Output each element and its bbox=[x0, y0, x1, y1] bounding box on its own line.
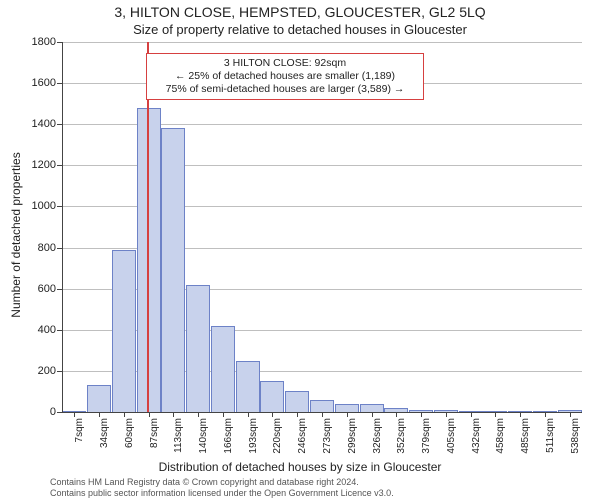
histogram-bar bbox=[260, 381, 284, 412]
annotation-line: 3 HILTON CLOSE: 92sqm bbox=[153, 57, 417, 70]
x-tick-label: 458sqm bbox=[495, 418, 506, 454]
x-tick-label: 405sqm bbox=[446, 418, 457, 454]
y-tick-label: 1200 bbox=[32, 159, 56, 171]
x-tick-label: 352sqm bbox=[396, 418, 407, 454]
y-tick-label: 200 bbox=[38, 365, 56, 377]
attribution-line: Contains HM Land Registry data © Crown c… bbox=[50, 477, 590, 487]
x-tick-label: 246sqm bbox=[297, 418, 308, 454]
annotation-line: ← 25% of detached houses are smaller (1,… bbox=[153, 70, 417, 83]
x-tick-label: 140sqm bbox=[198, 418, 209, 454]
annotation-line: 75% of semi-detached houses are larger (… bbox=[153, 83, 417, 96]
x-tick-label: 326sqm bbox=[372, 418, 383, 454]
y-tick-label: 800 bbox=[38, 242, 56, 254]
y-tick-label: 1000 bbox=[32, 200, 56, 212]
x-tick-label: 432sqm bbox=[471, 418, 482, 454]
y-tick-label: 1400 bbox=[32, 118, 56, 130]
x-tick-label: 299sqm bbox=[347, 418, 358, 454]
x-axis bbox=[62, 412, 582, 413]
x-tick-label: 34sqm bbox=[99, 418, 110, 448]
gridline bbox=[62, 42, 582, 43]
annotation-box: 3 HILTON CLOSE: 92sqm← 25% of detached h… bbox=[146, 53, 424, 100]
histogram-bar bbox=[161, 128, 185, 412]
chart-subtitle: Size of property relative to detached ho… bbox=[0, 22, 600, 37]
x-tick-label: 538sqm bbox=[570, 418, 581, 454]
y-tick-label: 1600 bbox=[32, 77, 56, 89]
x-tick-label: 273sqm bbox=[322, 418, 333, 454]
y-tick-label: 400 bbox=[38, 324, 56, 336]
attribution-line: Contains public sector information licen… bbox=[50, 488, 590, 498]
histogram-bar bbox=[112, 250, 136, 412]
x-tick-label: 60sqm bbox=[124, 418, 135, 448]
x-tick-label: 193sqm bbox=[248, 418, 259, 454]
y-tick-label: 600 bbox=[38, 283, 56, 295]
x-tick-label: 220sqm bbox=[272, 418, 283, 454]
x-tick-label: 113sqm bbox=[173, 418, 184, 453]
attribution: Contains HM Land Registry data © Crown c… bbox=[50, 477, 590, 498]
x-tick-label: 379sqm bbox=[421, 418, 432, 454]
y-axis bbox=[62, 42, 63, 412]
histogram-bar bbox=[211, 326, 235, 412]
y-tick-label: 1800 bbox=[32, 36, 56, 48]
histogram-bar bbox=[335, 404, 359, 412]
histogram-bar bbox=[360, 404, 384, 412]
histogram-bar bbox=[186, 285, 210, 412]
plot-area: 0200400600800100012001400160018007sqm34s… bbox=[62, 42, 582, 412]
x-tick-label: 166sqm bbox=[223, 418, 234, 454]
y-tick-label: 0 bbox=[50, 406, 56, 418]
x-tick-label: 87sqm bbox=[149, 418, 160, 448]
histogram-bar bbox=[285, 391, 309, 412]
chart-title: 3, HILTON CLOSE, HEMPSTED, GLOUCESTER, G… bbox=[0, 4, 600, 20]
histogram-bar bbox=[310, 400, 334, 412]
histogram-bar bbox=[87, 385, 111, 412]
x-tick-label: 511sqm bbox=[545, 418, 556, 453]
y-axis-label: Number of detached properties bbox=[9, 152, 23, 317]
x-tick-label: 485sqm bbox=[520, 418, 531, 454]
x-tick-label: 7sqm bbox=[74, 418, 85, 442]
x-axis-label: Distribution of detached houses by size … bbox=[0, 460, 600, 474]
histogram-bar bbox=[236, 361, 260, 412]
